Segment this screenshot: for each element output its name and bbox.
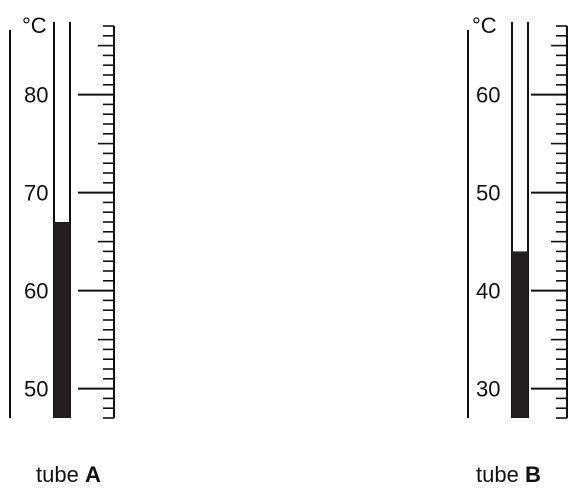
unit-label: °C — [22, 13, 47, 38]
tick-marks — [78, 25, 114, 419]
scale-label: 40 — [476, 279, 500, 304]
scale-label: 80 — [24, 83, 48, 108]
liquid-column — [54, 222, 70, 418]
scale-label: 50 — [24, 377, 48, 402]
scale-label: 60 — [476, 83, 500, 108]
scale-label: 70 — [24, 181, 48, 206]
scale-label: 30 — [476, 377, 500, 402]
unit-label: °C — [472, 13, 497, 38]
scale-label: 50 — [476, 181, 500, 206]
caption-text: tube — [476, 462, 525, 487]
caption-text: tube — [36, 462, 85, 487]
caption-letter: B — [524, 462, 541, 487]
caption-letter: A — [84, 462, 101, 487]
caption-tube-a: tube A — [36, 462, 101, 488]
tick-marks — [531, 25, 567, 419]
liquid-column — [512, 251, 528, 418]
scale-label: 60 — [24, 279, 48, 304]
caption-tube-b: tube B — [476, 462, 541, 488]
